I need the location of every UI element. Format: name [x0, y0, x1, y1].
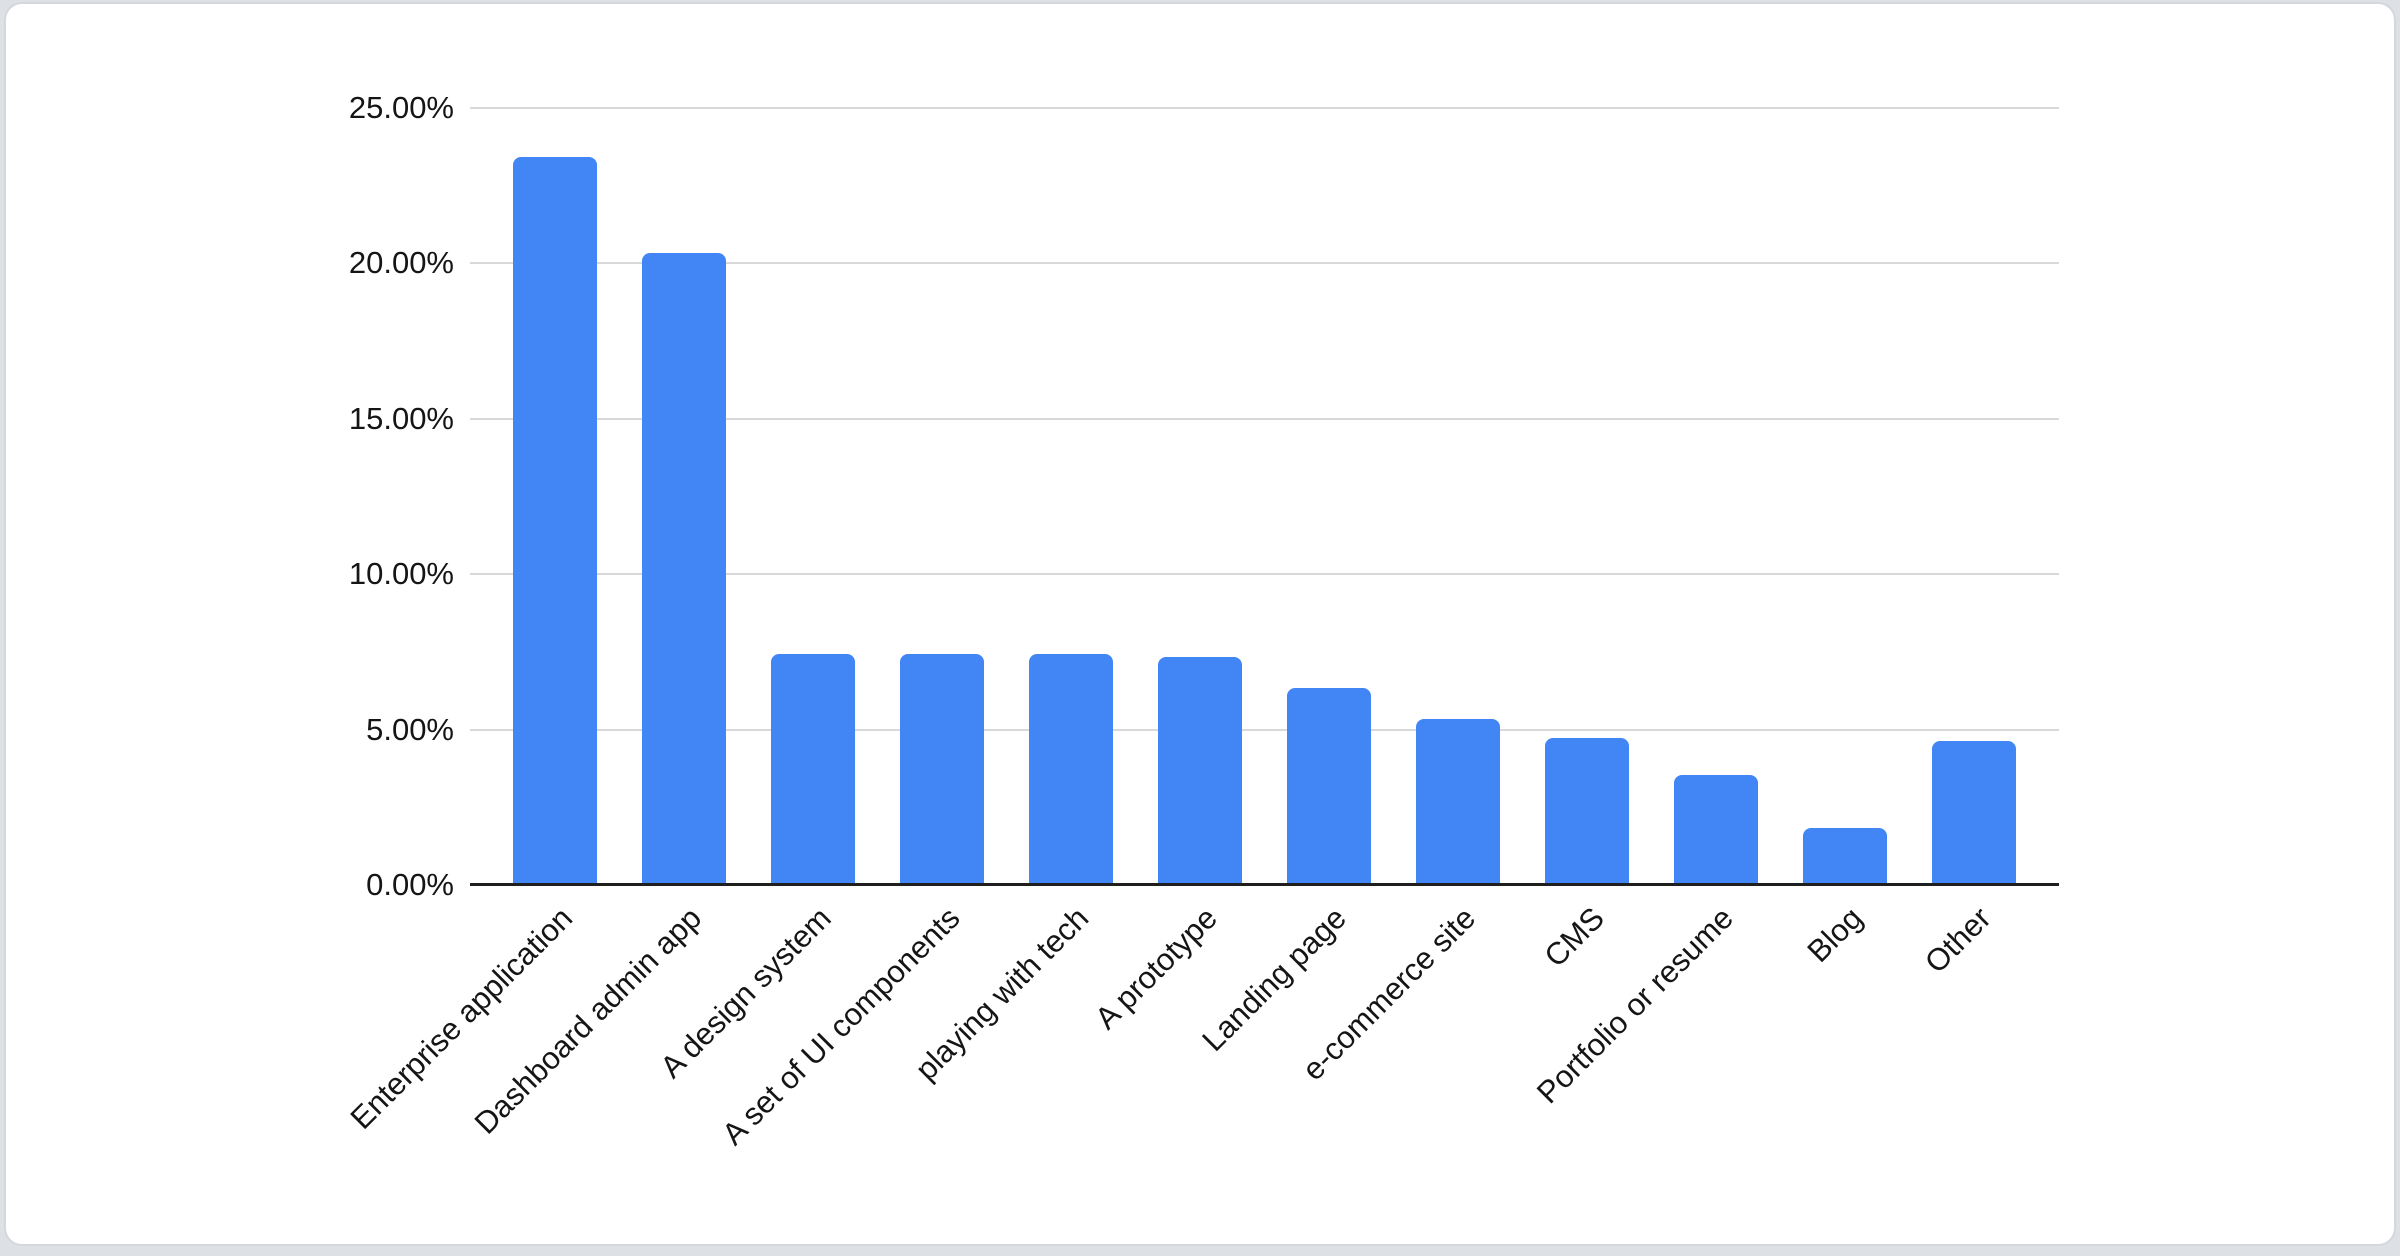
gridline [470, 728, 2059, 731]
bar-slot: playing with tech [908, 108, 1136, 1087]
y-axis-tick-label: 20.00% [348, 245, 454, 281]
x-axis-category-label: Blog [1800, 900, 1869, 969]
bar-slot: Dashboard admin app [468, 108, 749, 1141]
bar-slot: Portfolio or resume [1530, 108, 1780, 1110]
bar-a-design-system[interactable] [771, 654, 856, 884]
gridline [470, 573, 2059, 576]
x-axis-category-label: Enterprise application [343, 900, 580, 1136]
bar-other[interactable] [1931, 741, 2016, 884]
bar-slot: Landing page [1195, 108, 1394, 1058]
bar-slot: e-commerce site [1295, 108, 1522, 1087]
x-axis-category-label: Other [1918, 900, 1998, 980]
bar-slot: Other [1909, 108, 2038, 980]
y-axis-tick-label: 5.00% [366, 711, 454, 747]
x-axis-category-label: A set of UI components [714, 900, 967, 1152]
bar-slot: A prototype [1088, 108, 1265, 1036]
gridline [470, 417, 2059, 420]
bar-e-commerce-site[interactable] [1415, 719, 1500, 884]
bar-a-set-of-ui-components[interactable] [900, 654, 985, 884]
x-axis-category-label: CMS [1537, 900, 1611, 974]
bar-landing-page[interactable] [1286, 688, 1371, 884]
y-axis-tick-label: 25.00% [348, 90, 454, 125]
x-axis-category-label: A prototype [1088, 900, 1225, 1036]
bar-slot: CMS [1522, 108, 1651, 974]
bar-a-prototype[interactable] [1158, 657, 1243, 884]
bar-slot: A set of UI components [715, 108, 1007, 1152]
gridline [470, 107, 2059, 109]
y-axis-tick-label: 0.00% [366, 867, 454, 902]
bar-slot: Enterprise application [344, 108, 620, 1136]
x-axis-line [470, 883, 2059, 886]
plot-area: Enterprise application Dashboard admin ap… [344, 107, 2059, 1152]
y-axis-tick-label: 10.00% [348, 556, 454, 592]
bar-blog[interactable] [1802, 828, 1887, 884]
bar-playing-with-tech[interactable] [1029, 654, 1114, 884]
bar-slot: A design system [653, 108, 878, 1085]
bar-portfolio-or-resume[interactable] [1673, 775, 1758, 884]
bar-cms[interactable] [1544, 737, 1629, 884]
y-axis: 0.00% 5.00% 10.00% 15.00% 20.00% 25.00% [6, 90, 454, 902]
bar-slot: Blog [1780, 108, 1909, 969]
chart-card: 0.00% 5.00% 10.00% 15.00% 20.00% 25.00% Enter… [4, 2, 2396, 1246]
x-axis-category-label: Dashboard admin app [467, 900, 709, 1141]
gridline [470, 262, 2059, 265]
y-axis-tick-label: 15.00% [348, 400, 454, 436]
bars-layer: Enterprise application Dashboard admin ap… [344, 108, 2059, 1152]
bar-dashboard-admin-app[interactable] [642, 253, 727, 884]
bar-enterprise-application[interactable] [513, 156, 598, 884]
